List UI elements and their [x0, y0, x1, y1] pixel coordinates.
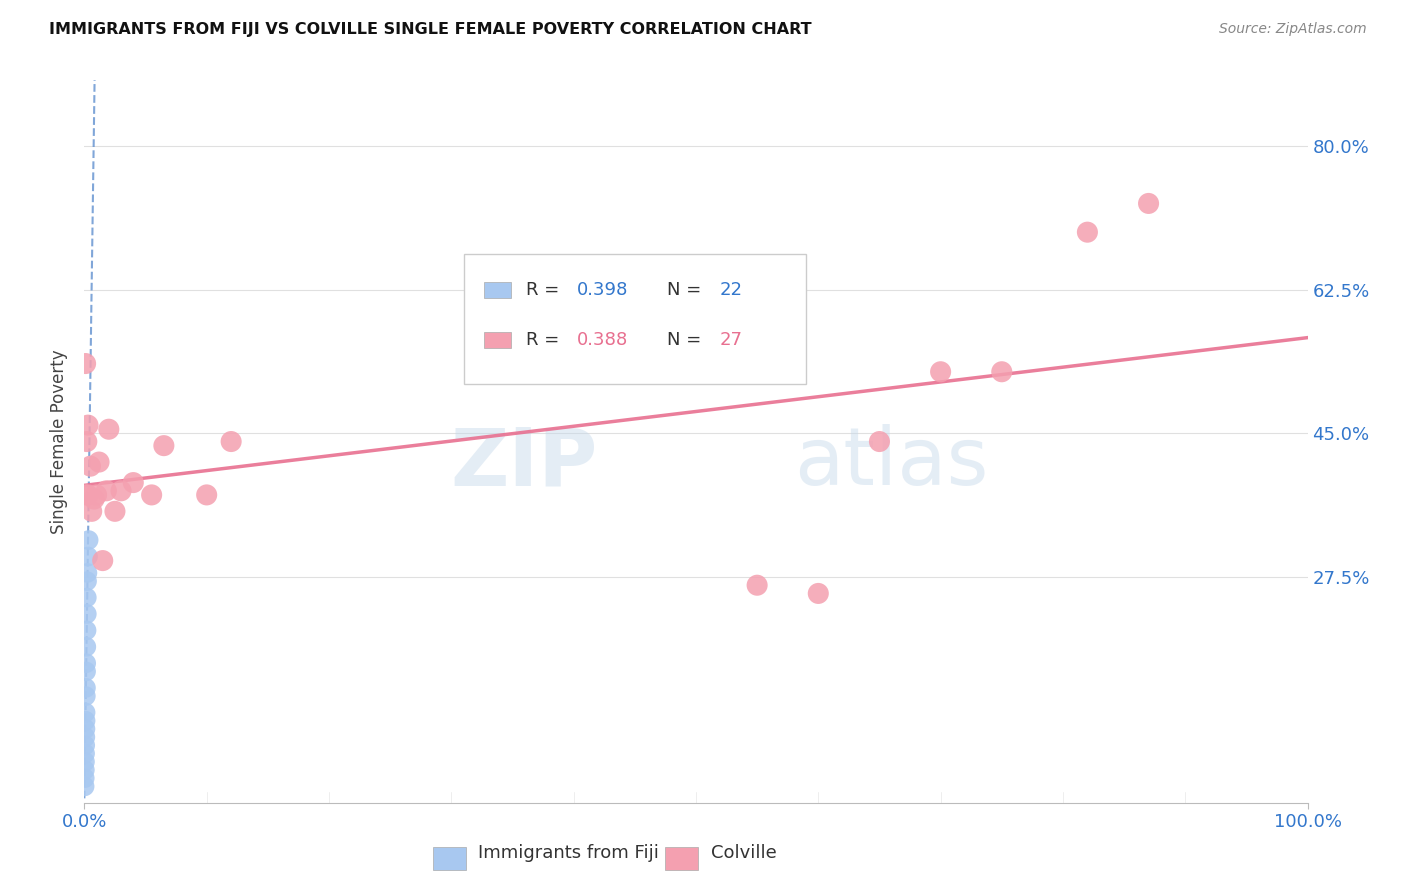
- Point: [75, 640, 97, 654]
- Text: 27: 27: [720, 332, 742, 350]
- Point: [97, 422, 120, 436]
- Text: R =: R =: [526, 332, 565, 350]
- Point: [991, 365, 1014, 379]
- Point: [77, 533, 100, 547]
- Point: [75, 665, 97, 679]
- Point: [75, 706, 97, 720]
- Point: [869, 434, 891, 449]
- Point: [122, 475, 145, 490]
- Point: [75, 747, 97, 761]
- Point: [86, 488, 108, 502]
- Text: Source: ZipAtlas.com: Source: ZipAtlas.com: [1219, 22, 1367, 37]
- Text: atlas: atlas: [794, 425, 988, 502]
- Point: [73, 755, 96, 769]
- Point: [747, 578, 769, 592]
- Point: [75, 730, 97, 744]
- Text: 0.398: 0.398: [578, 281, 628, 299]
- Point: [141, 488, 163, 502]
- Point: [87, 455, 110, 469]
- Point: [75, 681, 97, 695]
- Point: [75, 689, 97, 703]
- Text: 22: 22: [720, 281, 742, 299]
- FancyBboxPatch shape: [433, 847, 465, 870]
- Point: [76, 624, 98, 638]
- Point: [73, 780, 96, 794]
- Point: [73, 763, 96, 777]
- Point: [75, 657, 97, 671]
- Point: [73, 771, 96, 785]
- Text: ZIP: ZIP: [451, 425, 598, 502]
- Point: [76, 591, 98, 605]
- Point: [77, 549, 100, 564]
- FancyBboxPatch shape: [484, 333, 512, 349]
- Text: N =: N =: [666, 281, 707, 299]
- Point: [195, 488, 218, 502]
- Text: Colville: Colville: [710, 845, 776, 863]
- FancyBboxPatch shape: [484, 282, 512, 298]
- Point: [807, 586, 830, 600]
- Point: [153, 439, 176, 453]
- Point: [75, 488, 97, 502]
- Text: Immigrants from Fiji: Immigrants from Fiji: [478, 845, 659, 863]
- Text: 0.388: 0.388: [578, 332, 628, 350]
- Text: N =: N =: [666, 332, 707, 350]
- Point: [104, 504, 127, 518]
- Point: [79, 459, 101, 474]
- FancyBboxPatch shape: [464, 253, 806, 384]
- Point: [77, 418, 100, 433]
- Y-axis label: Single Female Poverty: Single Female Poverty: [51, 350, 69, 533]
- Point: [75, 739, 97, 753]
- Text: R =: R =: [526, 281, 565, 299]
- Point: [76, 566, 98, 580]
- Point: [77, 488, 100, 502]
- FancyBboxPatch shape: [665, 847, 699, 870]
- Point: [1137, 196, 1160, 211]
- Point: [219, 434, 242, 449]
- Text: IMMIGRANTS FROM FIJI VS COLVILLE SINGLE FEMALE POVERTY CORRELATION CHART: IMMIGRANTS FROM FIJI VS COLVILLE SINGLE …: [49, 22, 811, 37]
- Point: [96, 483, 118, 498]
- Point: [76, 434, 98, 449]
- Point: [83, 491, 105, 506]
- Point: [80, 504, 103, 518]
- Point: [929, 365, 952, 379]
- Point: [91, 553, 114, 567]
- Point: [76, 607, 98, 621]
- Point: [76, 574, 98, 588]
- Point: [75, 722, 97, 736]
- Point: [110, 483, 132, 498]
- Point: [75, 714, 97, 728]
- Point: [75, 357, 97, 371]
- Point: [1076, 225, 1098, 239]
